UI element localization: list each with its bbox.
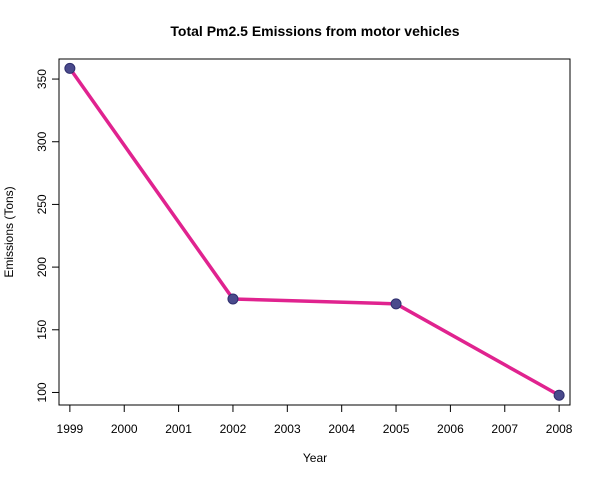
x-tick-label: 2008: [546, 422, 573, 436]
y-tick-label: 350: [35, 69, 49, 89]
y-tick-label: 150: [35, 319, 49, 339]
data-point: [64, 62, 76, 74]
x-tick-label: 2003: [274, 422, 301, 436]
x-tick-label: 1999: [57, 422, 84, 436]
x-tick-label: 2001: [165, 422, 192, 436]
series-line: [68, 66, 561, 397]
x-tick-label: 2006: [437, 422, 464, 436]
y-axis: 100 150 200 250 300 350: [35, 69, 60, 402]
y-tick-label: 250: [35, 194, 49, 214]
chart-title: Total Pm2.5 Emissions from motor vehicle…: [170, 23, 459, 39]
plot-frame: [58, 58, 571, 406]
x-tick-label: 2000: [111, 422, 138, 436]
x-axis: 1999 2000 2001 2002 2003 2004 2005 2006 2007 2008: [57, 404, 573, 436]
y-axis-label: Emissions (Tons): [2, 186, 16, 277]
x-tick-label: 2004: [328, 422, 355, 436]
y-tick-label: 100: [35, 382, 49, 402]
data-point: [553, 389, 565, 401]
x-tick-label: 2005: [383, 422, 410, 436]
x-tick-label: 2002: [220, 422, 247, 436]
x-tick-label: 2007: [491, 422, 518, 436]
y-tick-label: 200: [35, 257, 49, 277]
x-axis-label: Year: [303, 451, 327, 465]
data-point: [390, 298, 402, 310]
y-tick-label: 300: [35, 131, 49, 151]
data-point: [227, 293, 239, 305]
series-layer: [64, 62, 565, 401]
